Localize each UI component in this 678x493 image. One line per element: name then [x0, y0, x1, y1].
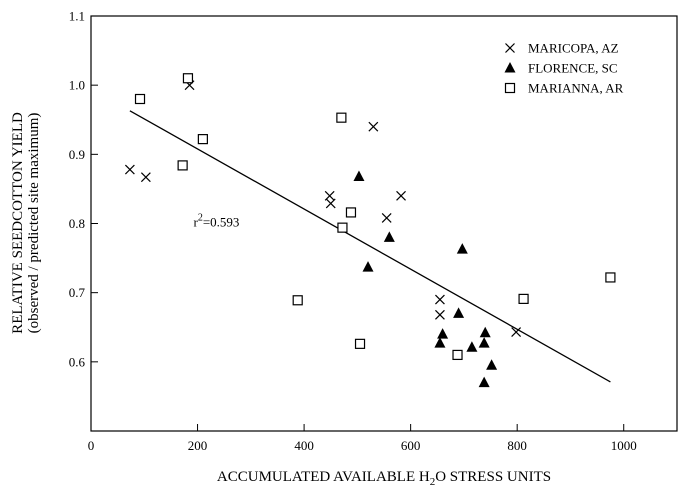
marker-stroke: [381, 213, 392, 223]
x-axis-title-part1: ACCUMULATED AVAILABLE H: [217, 469, 430, 485]
x-tick-label: 0: [88, 438, 95, 453]
marker-stroke: [435, 309, 445, 320]
y-axis-title-line2: (observed / predicted site maximum): [26, 113, 42, 334]
florence-point: [479, 326, 491, 338]
marker-stroke: [505, 43, 515, 53]
legend-label-marianna: MARIANNA, AR: [528, 81, 624, 96]
x-tick-label: 200: [188, 438, 208, 453]
x-tick-label: 600: [401, 438, 421, 453]
florence-point: [478, 376, 490, 388]
maricopa-point: [124, 164, 135, 175]
marker-stroke: [325, 198, 336, 209]
x-tick-label: 800: [507, 438, 527, 453]
marianna-point: [452, 349, 463, 361]
marianna-point: [134, 93, 146, 105]
data-points: [124, 73, 616, 388]
maricopa-point: [396, 190, 406, 201]
y-tick-label: 0.8: [69, 216, 85, 231]
marker-stroke: [368, 121, 379, 132]
x-axis-title: ACCUMULATED AVAILABLE H2O STRESS UNITS: [217, 469, 551, 488]
y-axis-title: RELATIVE SEEDCOTTON YIELD (observed / pr…: [10, 112, 42, 334]
marianna-point: [182, 73, 194, 84]
florence-point: [353, 170, 365, 181]
r-squared-value: =0.593: [203, 215, 240, 230]
florence-point: [478, 337, 490, 348]
legend-marker-maricopa: [505, 43, 515, 53]
marianna-point: [518, 293, 529, 304]
maricopa-point: [325, 198, 336, 209]
x-axis-title-part2: O STRESS UNITS: [435, 469, 551, 485]
r-squared-annotation: r2=0.593: [193, 213, 239, 230]
marianna-point: [345, 207, 357, 218]
florence-point: [456, 243, 468, 254]
y-tick-label: 1.1: [69, 9, 85, 24]
legend-label-florence: FLORENCE, SC: [528, 61, 618, 76]
marker-stroke: [435, 294, 445, 305]
legend-marker-marianna: [504, 82, 516, 94]
marker-stroke: [124, 164, 135, 175]
florence-point: [383, 231, 395, 242]
y-tick-label: 1.0: [69, 78, 85, 93]
y-axis-title-line1: RELATIVE SEEDCOTTON YIELD: [10, 112, 26, 334]
x-tick-label: 400: [294, 438, 314, 453]
marianna-point: [336, 112, 347, 123]
florence-point: [362, 261, 374, 272]
r-squared-r: r: [193, 215, 198, 230]
maricopa-point: [140, 172, 151, 183]
regression-line-group: [129, 110, 611, 383]
florence-point: [437, 328, 449, 339]
marianna-point: [605, 272, 616, 283]
maricopa-point: [435, 309, 445, 320]
r-squared-superscript: 2: [198, 213, 203, 224]
marianna-point: [177, 160, 188, 171]
marianna-point: [337, 222, 348, 233]
plot-frame: [90, 15, 678, 432]
maricopa-point: [368, 121, 379, 132]
axis-ticks: 0 200 400 600 800 1000 0.6 0.7 0.8 0.9 1.0 1.1: [69, 9, 637, 454]
x-axis-title-subscript: 2: [430, 476, 436, 488]
florence-point: [453, 307, 465, 318]
florence-point: [466, 341, 478, 352]
y-tick-label: 0.6: [69, 354, 86, 369]
maricopa-point: [381, 213, 392, 223]
marianna-point: [292, 295, 303, 306]
y-tick-label: 0.9: [69, 147, 85, 162]
marianna-point: [354, 338, 366, 349]
legend-label-maricopa: MARICOPA, AZ: [528, 41, 619, 56]
florence-point: [434, 337, 446, 348]
marker-stroke: [511, 327, 522, 338]
maricopa-point: [435, 294, 445, 305]
maricopa-point: [511, 327, 522, 338]
x-tick-label: 1000: [611, 438, 637, 453]
y-tick-label: 0.7: [69, 285, 86, 300]
marker-stroke: [396, 190, 406, 201]
florence-point: [486, 359, 498, 370]
legend: MARICOPA, AZ FLORENCE, SC MARIANNA, AR: [504, 41, 624, 96]
legend-marker-florence: [504, 62, 516, 73]
marker-stroke: [140, 172, 151, 183]
regression-line: [129, 110, 611, 383]
marianna-point: [197, 134, 208, 145]
